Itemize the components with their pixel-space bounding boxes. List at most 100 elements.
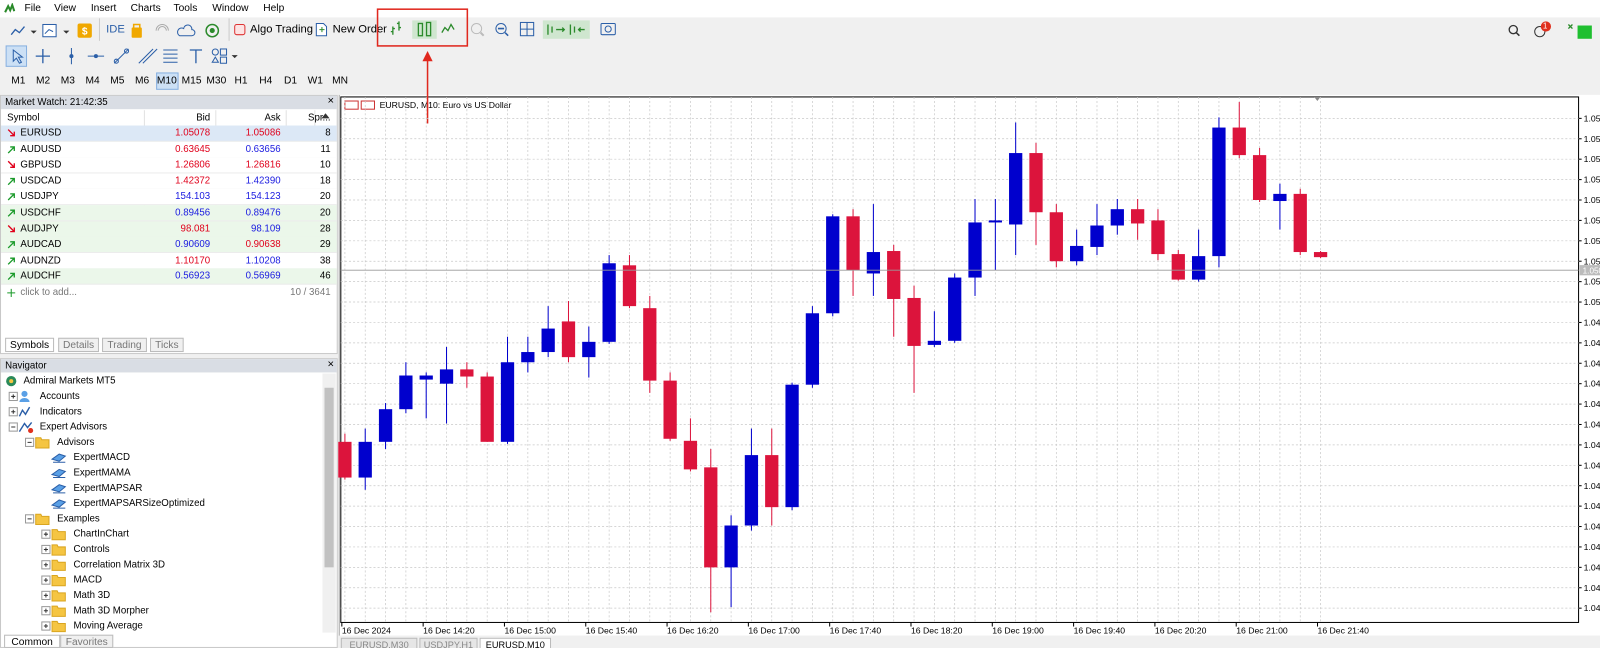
- candle-body: [602, 263, 616, 342]
- tree-item[interactable]: ExpertMAMA: [73, 467, 131, 479]
- timeframe-button[interactable]: M5: [110, 75, 125, 87]
- y-tick-label: 1.05150: [1584, 236, 1600, 246]
- arrow: [7, 257, 15, 265]
- row-background: [1, 236, 337, 254]
- chart-icon: [360, 100, 376, 110]
- timeframe-button[interactable]: M1: [11, 75, 26, 87]
- tree-item[interactable]: Math 3D Morpher: [73, 605, 149, 617]
- symbol[interactable]: AUDUSD: [20, 143, 62, 155]
- navigator-panel: Navigator × Admiral Markets MT5 Accounts I…: [0, 358, 338, 648]
- candle-body: [1029, 153, 1043, 213]
- tree-item[interactable]: Math 3D: [73, 589, 111, 602]
- y-tick-label: 1.04650: [1584, 440, 1600, 450]
- symbol[interactable]: USDCAD: [20, 175, 62, 187]
- timeframe-button[interactable]: M3: [60, 75, 75, 87]
- tree-item[interactable]: Accounts: [39, 390, 80, 403]
- x-tick-label: 16 Dec 20:20: [1155, 626, 1207, 636]
- candle-body: [826, 216, 840, 314]
- panel-tab[interactable]: Trading: [102, 337, 147, 353]
- candle-body: [1212, 127, 1226, 257]
- menu-item[interactable]: Charts: [130, 3, 161, 15]
- market-watch-panel: Market Watch: 21:42:35 × Symbol Bid Ask Spr…: [0, 94, 338, 355]
- algo-trading-button[interactable]: Algo Trading: [250, 23, 314, 36]
- y-tick-label: 1.05100: [1584, 256, 1600, 266]
- spread: 18: [319, 175, 331, 187]
- timeframe-button[interactable]: M30: [206, 75, 227, 87]
- x-tick-label: 16 Dec 18:20: [911, 626, 963, 636]
- timeframe-button[interactable]: M6: [134, 75, 150, 87]
- tree-item[interactable]: Examples: [57, 513, 100, 525]
- tree-item[interactable]: ExpertMAPSARSizeOptimized: [73, 497, 205, 510]
- ask: 1.05086: [245, 127, 281, 139]
- tree-item[interactable]: Advisors: [57, 436, 95, 448]
- chart-tabs: EURUSD,M30 USDJPY,H1 EURUSD,M10: [338, 635, 1600, 648]
- timeframe-button[interactable]: D1: [284, 75, 298, 87]
- menu-item[interactable]: Help: [263, 3, 285, 15]
- spread: 10: [319, 159, 331, 171]
- arrow: [7, 224, 15, 232]
- tree-item[interactable]: Expert Advisors: [39, 421, 108, 433]
- symbol[interactable]: GBPUSD: [20, 159, 62, 171]
- tree-item[interactable]: Indicators: [39, 406, 82, 418]
- timeframe-button[interactable]: M2: [36, 75, 51, 87]
- direction-arrow: [7, 209, 15, 217]
- menu-item[interactable]: View: [54, 3, 77, 15]
- timeframe-button[interactable]: H4: [259, 75, 273, 87]
- chart-tab[interactable]: USDJPY,H1: [419, 637, 478, 648]
- arrow: [7, 129, 15, 137]
- symbol-count: 10 / 3641: [290, 286, 331, 298]
- chart-tab[interactable]: EURUSD,M30: [340, 637, 418, 648]
- panel-tab[interactable]: Ticks: [150, 337, 184, 353]
- row-background: [1, 205, 337, 222]
- panel-tab[interactable]: Favorites: [60, 634, 114, 648]
- tree-item[interactable]: Correlation Matrix 3D: [73, 559, 166, 571]
- timeframe-button[interactable]: MN: [332, 75, 348, 87]
- add-symbol[interactable]: click to add...: [20, 286, 77, 298]
- tree-item[interactable]: Controls: [73, 543, 110, 556]
- column-header[interactable]: Ask: [264, 112, 281, 124]
- direction-arrow: [7, 241, 15, 249]
- menu-item[interactable]: Tools: [173, 3, 198, 15]
- tree-item[interactable]: ExpertMAPSAR: [73, 482, 143, 494]
- timeframe-button[interactable]: M4: [85, 75, 100, 87]
- symbol[interactable]: AUDJPY: [20, 223, 59, 235]
- symbol[interactable]: AUDCAD: [20, 238, 62, 251]
- column-header[interactable]: Bid: [196, 112, 211, 124]
- expander-sign: [43, 562, 48, 567]
- timeframe-selected: [155, 72, 179, 90]
- timeframe-button[interactable]: H1: [234, 75, 248, 87]
- symbol[interactable]: AUDCHF: [20, 270, 61, 283]
- column-header[interactable]: Symbol: [7, 112, 40, 124]
- symbol[interactable]: USDCHF: [20, 207, 61, 219]
- scrollbar[interactable]: [322, 373, 336, 633]
- menu-item[interactable]: Insert: [90, 3, 117, 15]
- panel-tab[interactable]: Common: [4, 634, 61, 648]
- close-button[interactable]: ×: [327, 358, 335, 371]
- tree-item[interactable]: ExpertMACD: [73, 452, 131, 464]
- tree-icons: [8, 422, 34, 434]
- tree-item[interactable]: Moving Average: [73, 620, 143, 632]
- close-button[interactable]: ×: [327, 94, 335, 108]
- column-header[interactable]: Spr...: [307, 112, 331, 124]
- new-order-button[interactable]: New Order: [332, 23, 387, 36]
- tree-item[interactable]: ChartInChart: [73, 528, 129, 540]
- tree-item[interactable]: Admiral Markets MT5: [23, 375, 116, 387]
- timeframe-button[interactable]: M15: [181, 75, 202, 87]
- menu-item[interactable]: Window: [212, 3, 249, 15]
- symbol[interactable]: AUDNZD: [20, 254, 61, 267]
- menu-item[interactable]: File: [24, 3, 41, 15]
- tree-item[interactable]: MACD: [73, 574, 103, 586]
- symbol[interactable]: EURUSD: [20, 127, 62, 139]
- spread: 38: [319, 254, 331, 267]
- spread: 8: [325, 127, 331, 139]
- timeframe-button[interactable]: W1: [307, 75, 323, 87]
- y-tick-label: 1.05250: [1584, 195, 1600, 205]
- panel-tab[interactable]: Details: [58, 337, 99, 353]
- panel-tab[interactable]: Symbols: [5, 337, 55, 353]
- chart-tab[interactable]: EURUSD,M10: [479, 637, 552, 648]
- x-tick-label: 16 Dec 17:40: [830, 626, 882, 636]
- ide-button[interactable]: IDE: [106, 23, 125, 36]
- symbol[interactable]: USDJPY: [20, 191, 59, 203]
- timeframe-bar: M1 M2 M3 M4 M5 M6 M10 M15 M30 H1 H4 D1 W1 MN: [0, 71, 357, 91]
- timeframe-button[interactable]: M10: [156, 75, 177, 87]
